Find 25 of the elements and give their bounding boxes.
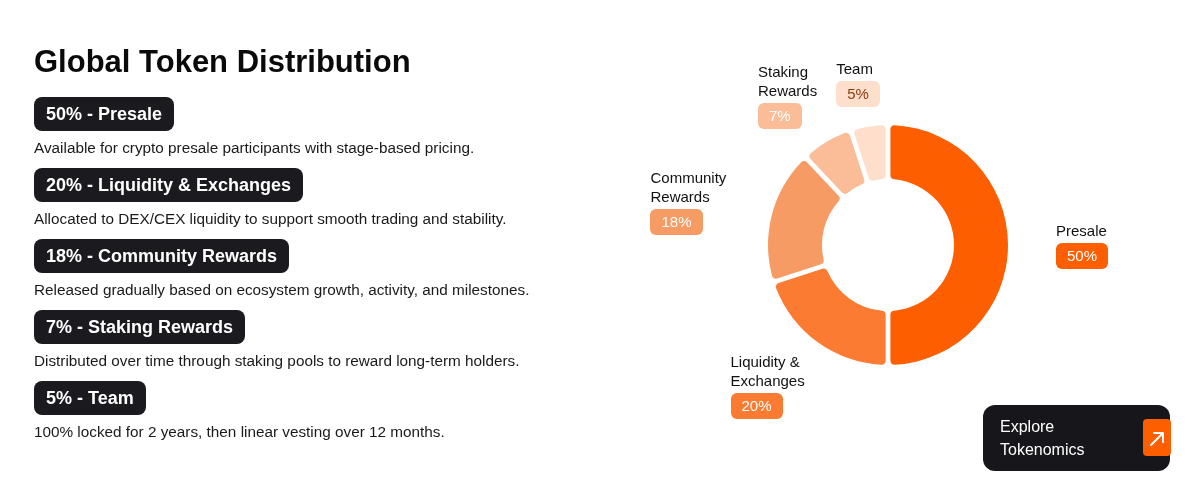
slice-label: Team <box>836 59 873 79</box>
slice-label: Community Rewards <box>650 168 727 207</box>
data-label: 5% <box>836 81 880 108</box>
text: 100% locked for 2 years, then linear vesting over 12 months. <box>34 423 446 441</box>
donut-slice <box>890 125 1008 365</box>
text: Global Token Distribution <box>34 44 411 80</box>
data-label: 20% <box>730 392 783 419</box>
text: 7% - Staking Rewards <box>34 310 246 344</box>
explore-button: Explore Tokenomics <box>983 405 1170 471</box>
text: Available for crypto presale participants with stage-based pricing. <box>34 139 476 157</box>
text: 5% - Team <box>34 381 146 415</box>
text: Distributed over time through staking pools to reward long-term holders. <box>34 352 521 370</box>
text: Released gradually based on ecosystem growth, activity, and milestones. <box>34 281 530 299</box>
slice-label: Presale <box>1056 221 1107 240</box>
slice-label: Staking Rewards <box>757 62 818 101</box>
text: 20% - Liquidity & Exchanges <box>34 168 304 202</box>
text: Allocated to DEX/CEX liquidity to support smooth trading and stability. <box>34 210 508 228</box>
slice-label: Liquidity & Exchanges <box>730 351 805 390</box>
data-label: 50% <box>1056 243 1109 269</box>
data-label: 18% <box>650 209 703 236</box>
text: 50% - Presale <box>34 97 175 131</box>
donut-slice <box>809 132 865 194</box>
donut-slice <box>768 160 840 279</box>
text: 18% - Community Rewards <box>34 239 290 273</box>
data-label: 7% <box>757 103 802 130</box>
